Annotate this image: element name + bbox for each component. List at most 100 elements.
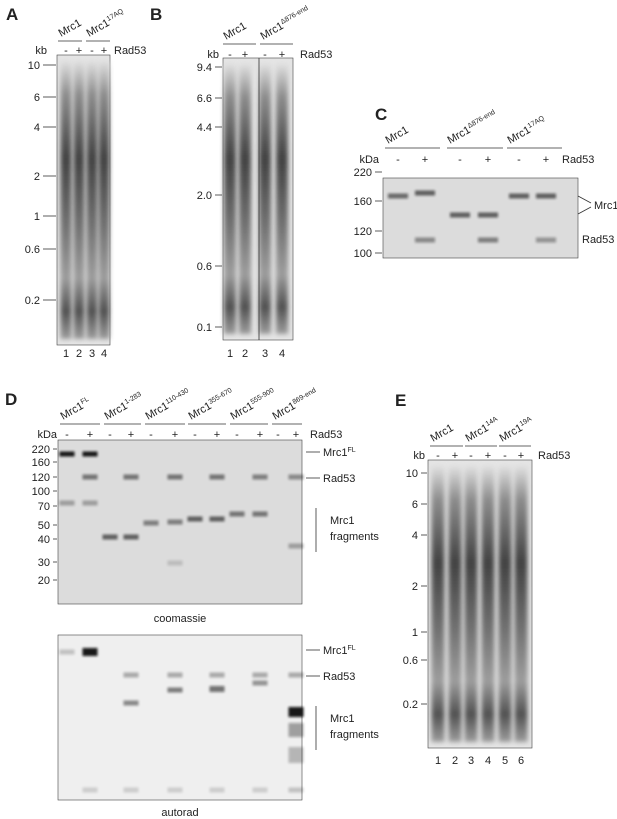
band [388,193,408,199]
autorad-band [252,672,268,678]
size-marker: 30 [38,557,50,569]
size-marker: 70 [38,501,50,513]
band-label: Rad53 [582,234,614,246]
construct-label-sup: FL [80,396,91,406]
lane-number: 1 [435,755,441,767]
treatment-sign: - [458,154,462,166]
treatment-sign: - [469,450,473,462]
band-label-name: Mrc1 [323,447,347,459]
treatment-label: Rad53 [310,429,342,441]
unit-label: kb [207,49,219,61]
band-label-sup: FL [347,447,355,454]
construct-label: Mrc117AQ [506,115,549,147]
size-marker: 10 [28,60,40,72]
panel-label: C [375,105,387,124]
band [478,212,498,218]
construct-label-sup: 869-end [292,387,318,406]
lane-number: 4 [485,755,491,767]
band [478,237,498,243]
band [288,474,304,480]
lane-number: 2 [452,755,458,767]
treatment-sign: + [101,45,107,57]
size-marker: 120 [32,472,50,484]
band-label-sup: FL [347,645,355,652]
treatment-sign: + [76,45,82,57]
gel-caption: autorad [161,807,198,819]
autorad-band [167,672,183,678]
dna-smear [60,61,72,339]
treatment-sign: - [235,429,239,441]
treatment-sign: + [485,154,491,166]
dna-smear [498,466,512,742]
treatment-sign: + [172,429,178,441]
autorad-band [209,686,225,692]
band [229,511,245,517]
construct-label: Mrc1 [222,20,249,43]
dna-smear [86,61,98,339]
autorad-band [209,672,225,678]
size-marker: 1 [34,211,40,223]
construct-label-sup: 110-430 [165,387,190,406]
treatment-sign: - [228,49,232,61]
panel-label: E [395,391,406,410]
lane-number: 1 [227,348,233,360]
band [143,520,159,526]
lane-number: 3 [89,348,95,360]
dna-smear [431,466,445,742]
dna-smear [514,466,528,742]
construct-label: Mrc117AQ [85,8,128,40]
size-marker: 40 [38,534,50,546]
construct-label-name: Mrc1 [222,20,249,43]
size-marker: 0.6 [197,261,212,273]
band [59,451,75,457]
unit-label: kDa [359,154,379,166]
size-marker: 0.6 [403,655,418,667]
construct-label: Mrc1110-430 [144,387,193,422]
band [209,516,225,522]
construct-label: Mrc1869-end [271,387,321,423]
band-label: fragments [330,729,379,741]
treatment-sign: - [276,429,280,441]
lane-number: 3 [468,755,474,767]
construct-label-name: Mrc1 [57,17,84,40]
construct-label-sup: 19A [519,416,534,428]
construct-label: Mrc1Δ876-end [446,109,500,147]
size-marker: 0.2 [403,699,418,711]
size-marker: 0.6 [25,244,40,256]
construct-label: Mrc11-283 [103,391,146,423]
construct-label-sup: 555-900 [250,387,276,406]
lane-number: 2 [76,348,82,360]
size-marker: 6 [412,499,418,511]
dna-smear [239,64,251,334]
gel [57,634,303,801]
band [102,534,118,540]
treatment-sign: - [64,45,68,57]
treatment-label: Rad53 [562,154,594,166]
unit-label: kb [35,45,47,57]
band [167,474,183,480]
band [167,519,183,525]
band-label: Rad53 [323,473,355,485]
treatment-sign: - [436,450,440,462]
treatment-sign: - [65,429,69,441]
band-label: Mrc1FL [323,645,356,657]
size-marker: 100 [354,248,372,260]
treatment-sign: - [193,429,197,441]
panel-label: D [5,390,17,409]
band [167,560,183,566]
treatment-sign: - [90,45,94,57]
treatment-label: Rad53 [538,450,570,462]
autorad-band [123,672,139,678]
autorad-band [123,787,139,793]
rule [577,206,592,215]
band [288,543,304,549]
lane-number: 4 [279,348,285,360]
dna-smear [276,64,288,334]
size-marker: 220 [354,167,372,179]
autorad-band [288,747,304,763]
treatment-sign: - [263,49,267,61]
band-label: Rad53 [323,671,355,683]
treatment-sign: - [517,154,521,166]
